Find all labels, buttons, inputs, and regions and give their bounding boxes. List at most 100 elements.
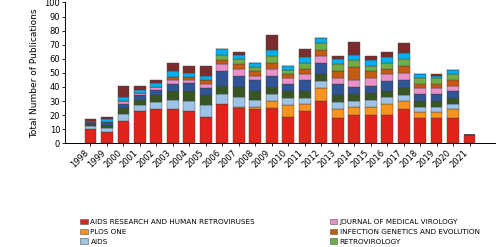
- Bar: [332, 109, 344, 118]
- Bar: [430, 101, 442, 107]
- Bar: [430, 118, 442, 143]
- Bar: [282, 105, 294, 117]
- Bar: [266, 108, 278, 143]
- Bar: [101, 132, 113, 143]
- Bar: [282, 84, 294, 91]
- Bar: [348, 42, 360, 55]
- Bar: [167, 109, 179, 143]
- Bar: [184, 91, 196, 101]
- Bar: [299, 91, 310, 98]
- Bar: [250, 67, 261, 71]
- Bar: [200, 95, 212, 105]
- Bar: [282, 91, 294, 98]
- Bar: [447, 91, 459, 98]
- Bar: [233, 108, 244, 143]
- Bar: [167, 80, 179, 84]
- Bar: [118, 114, 130, 121]
- Bar: [430, 76, 442, 79]
- Bar: [348, 67, 360, 80]
- Bar: [150, 80, 162, 83]
- Bar: [464, 135, 475, 143]
- Bar: [134, 100, 146, 105]
- Bar: [134, 105, 146, 111]
- Bar: [447, 74, 459, 80]
- Bar: [184, 80, 196, 83]
- Bar: [430, 112, 442, 118]
- Bar: [250, 107, 261, 109]
- Bar: [84, 121, 96, 122]
- Bar: [200, 66, 212, 76]
- Bar: [299, 57, 310, 63]
- Bar: [299, 111, 310, 143]
- Bar: [101, 128, 113, 132]
- Bar: [266, 76, 278, 87]
- Bar: [118, 108, 130, 114]
- Bar: [266, 87, 278, 94]
- Bar: [184, 73, 196, 77]
- Bar: [332, 64, 344, 71]
- Bar: [167, 100, 179, 109]
- Bar: [332, 103, 344, 109]
- Bar: [184, 66, 196, 73]
- Bar: [233, 87, 244, 97]
- Bar: [316, 50, 327, 56]
- Bar: [316, 63, 327, 74]
- Bar: [118, 121, 130, 143]
- Bar: [167, 71, 179, 77]
- Bar: [316, 56, 327, 63]
- Bar: [398, 53, 409, 59]
- Bar: [200, 105, 212, 117]
- Bar: [447, 98, 459, 104]
- Bar: [299, 69, 310, 74]
- Bar: [299, 104, 310, 111]
- Bar: [332, 59, 344, 64]
- Bar: [398, 66, 409, 73]
- Bar: [447, 85, 459, 91]
- Bar: [150, 109, 162, 143]
- Bar: [266, 94, 278, 101]
- Bar: [364, 56, 376, 60]
- Bar: [167, 91, 179, 100]
- Bar: [447, 80, 459, 85]
- Bar: [398, 73, 409, 80]
- Bar: [332, 71, 344, 79]
- Bar: [233, 97, 244, 107]
- Bar: [266, 101, 278, 108]
- Bar: [364, 100, 376, 107]
- Bar: [348, 94, 360, 101]
- Bar: [150, 90, 162, 95]
- Bar: [282, 98, 294, 105]
- Bar: [398, 59, 409, 66]
- Bar: [364, 107, 376, 115]
- Bar: [184, 111, 196, 143]
- Bar: [364, 60, 376, 66]
- Bar: [316, 38, 327, 43]
- Bar: [414, 107, 426, 112]
- Bar: [250, 80, 261, 91]
- Bar: [447, 104, 459, 109]
- Bar: [381, 97, 393, 104]
- Bar: [233, 55, 244, 59]
- Bar: [250, 71, 261, 76]
- Bar: [118, 104, 130, 108]
- Bar: [250, 109, 261, 143]
- Bar: [266, 50, 278, 56]
- Bar: [316, 74, 327, 81]
- Bar: [150, 87, 162, 90]
- Bar: [381, 74, 393, 81]
- Bar: [216, 49, 228, 55]
- Bar: [398, 95, 409, 101]
- Bar: [250, 63, 261, 67]
- Bar: [348, 115, 360, 143]
- Bar: [430, 74, 442, 76]
- Bar: [216, 104, 228, 143]
- Bar: [398, 101, 409, 109]
- Bar: [299, 80, 310, 91]
- Bar: [414, 118, 426, 143]
- Bar: [101, 117, 113, 119]
- Bar: [282, 117, 294, 143]
- Bar: [216, 94, 228, 104]
- Bar: [447, 70, 459, 74]
- Bar: [348, 80, 360, 87]
- Bar: [250, 76, 261, 80]
